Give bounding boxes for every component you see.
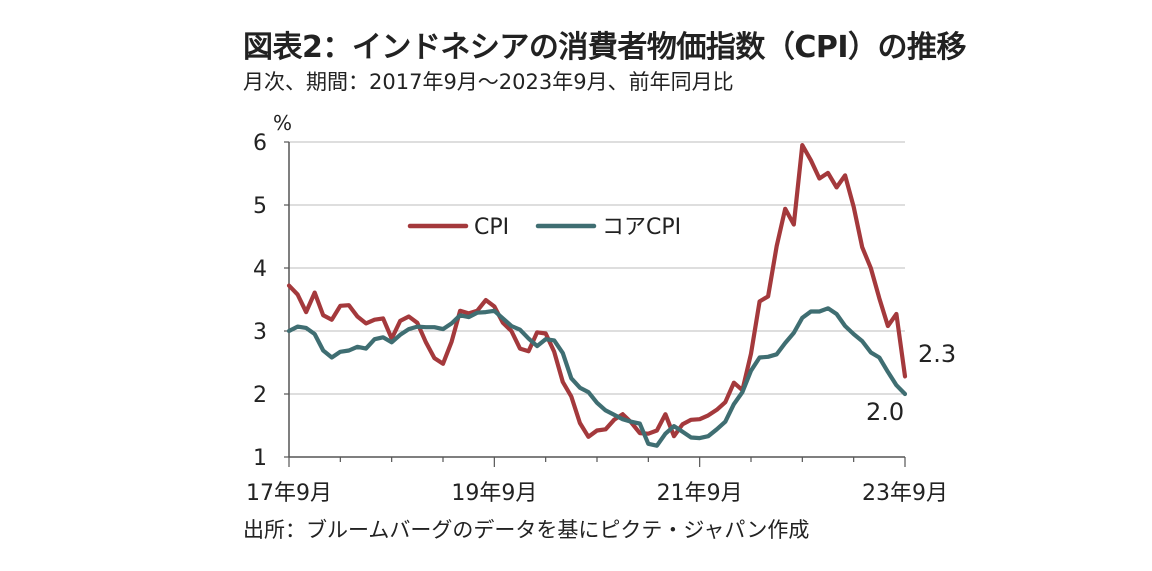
x-tick-label: 21年9月 bbox=[657, 481, 743, 506]
y-tick-label: 3 bbox=[253, 320, 267, 345]
chart-subtitle: 月次、期間：2017年9月～2023年9月、前年同月比 bbox=[243, 70, 734, 94]
x-tick-label: 23年9月 bbox=[862, 481, 948, 506]
gridlines bbox=[289, 141, 905, 395]
legend-label: CPI bbox=[474, 215, 509, 240]
y-tick-label: 1 bbox=[253, 446, 267, 471]
y-tick-label: 6 bbox=[253, 131, 267, 156]
series-lines bbox=[286, 143, 908, 448]
axes bbox=[284, 141, 906, 467]
cpi-line bbox=[286, 143, 908, 439]
y-tick-label: 4 bbox=[253, 257, 267, 282]
core-cpi-line bbox=[286, 306, 908, 448]
y-tick-labels: 1 2 3 4 5 6% bbox=[253, 111, 292, 471]
legend: CPI コアCPI bbox=[407, 215, 681, 240]
y-tick-label: 2 bbox=[253, 383, 267, 408]
end-value-label: 2.3 bbox=[918, 340, 956, 368]
source-note: 出所：ブルームバーグのデータを基にピクテ・ジャパン作成 bbox=[243, 518, 810, 542]
x-tick-labels: 17年9月 19年9月 21年9月 23年9月 bbox=[246, 481, 948, 506]
y-tick-label: 5 bbox=[253, 194, 267, 219]
x-tick-label: 19年9月 bbox=[451, 481, 537, 506]
y-unit-label: % bbox=[273, 111, 292, 135]
chart-title: 図表2：インドネシアの消費者物価指数（CPI）の推移 bbox=[243, 30, 967, 65]
legend-label: コアCPI bbox=[602, 215, 681, 240]
end-value-label: 2.0 bbox=[866, 398, 904, 426]
end-labels: 2.3 2.0 bbox=[866, 340, 956, 426]
x-tick-label: 17年9月 bbox=[246, 481, 332, 506]
